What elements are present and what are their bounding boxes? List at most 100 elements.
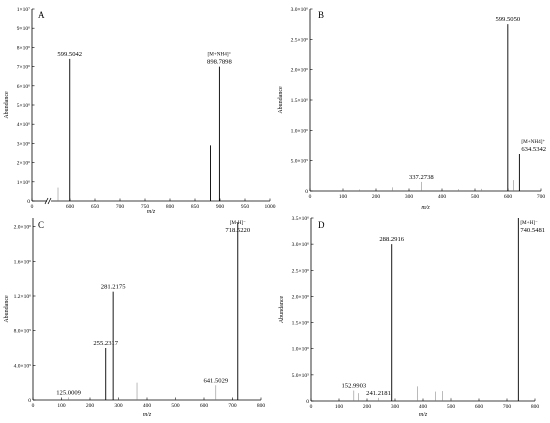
- y-tick-label: 1.5×10⁶: [291, 98, 308, 104]
- y-tick-label: 0: [306, 399, 309, 405]
- x-tick-label: 100: [339, 194, 348, 200]
- x-tick-label: 700: [116, 204, 125, 210]
- ion-label: [M+NH4]⁺: [207, 52, 231, 58]
- y-tick-label: 5.0×10⁵: [291, 159, 308, 165]
- panel-label: D: [318, 220, 325, 230]
- y-tick-label: 9×10⁶: [17, 26, 30, 32]
- y-tick-label: 5×10⁶: [17, 103, 30, 109]
- peak-label: 740.5481: [520, 227, 545, 234]
- axis-break-mark: [47, 197, 52, 205]
- x-tick-label: 0: [309, 194, 312, 200]
- y-tick-label: 6×10⁶: [17, 84, 30, 90]
- panel-label: C: [38, 220, 44, 230]
- x-tick-label: 500: [447, 404, 456, 410]
- peak-label: 255.2317: [93, 340, 118, 347]
- y-tick-label: 3.0×10⁶: [292, 242, 309, 248]
- y-tick-label: 0: [305, 189, 308, 195]
- y-tick-label: 2.0×10⁶: [292, 294, 309, 300]
- x-tick-label: 500: [471, 194, 480, 200]
- x-tick-label: 400: [419, 404, 428, 410]
- panel-b: 0 5.0×10⁵ 1.0×10⁶ 1.5×10⁶ 2.0×10⁶ 2.5×10⁶ 3.0×…: [278, 7, 546, 211]
- peak-label: 599.5050: [495, 16, 520, 23]
- panel-c: 0 4.0×10⁵ 8.0×10⁵ 1.2×10⁶ 1.6×10⁶ 2.0×10⁶ 0 100…: [4, 218, 265, 418]
- x-tick-label: 400: [143, 403, 152, 409]
- x-tick-label: 800: [166, 204, 175, 210]
- x-tick-label: 100: [57, 403, 66, 409]
- x-tick-label: 600: [475, 404, 484, 410]
- y-tick-label: 2.5×10⁶: [292, 268, 309, 274]
- x-tick-label: 500: [171, 403, 180, 409]
- y-axis-title: Abundance: [279, 296, 285, 324]
- x-tick-label: 600: [66, 204, 75, 210]
- y-tick-label: 1.2×10⁶: [14, 294, 31, 300]
- x-tick-label: 0: [310, 404, 313, 410]
- ion-label: [M-H]⁻: [230, 220, 247, 226]
- y-tick-label: 1.0×10⁶: [291, 128, 308, 134]
- y-tick-label: 7×10⁶: [17, 65, 30, 71]
- x-tick-label: 750: [141, 204, 150, 210]
- peak-label: 281.2175: [101, 284, 126, 291]
- y-tick-label: 1×10⁷: [17, 7, 30, 13]
- x-tick-label: 0: [31, 204, 34, 210]
- panel-label: B: [318, 10, 324, 20]
- x-tick-label: 200: [363, 404, 372, 410]
- x-axis-title: m/z: [147, 209, 156, 215]
- x-axis-title: m/z: [421, 205, 430, 211]
- y-tick-label: 3.0×10⁶: [291, 7, 308, 13]
- x-axis-title: m/z: [143, 412, 152, 418]
- x-tick-label: 100: [335, 404, 344, 410]
- x-tick-label: 800: [257, 403, 266, 409]
- x-tick-label: 200: [372, 194, 381, 200]
- y-tick-label: 4×10⁶: [17, 122, 30, 128]
- x-tick-label: 300: [114, 403, 123, 409]
- x-tick-label: 700: [537, 194, 546, 200]
- x-tick-label: 300: [405, 194, 414, 200]
- y-tick-label: 3.5×10⁶: [292, 216, 309, 222]
- x-tick-label: 900: [216, 204, 225, 210]
- peak-label: 337.2738: [409, 174, 434, 181]
- panel-d: 0 5.0×10⁵ 1.0×10⁶ 1.5×10⁶ 2.0×10⁶ 2.5×10⁶ 3.0×…: [279, 216, 545, 418]
- panel-label: A: [38, 10, 45, 20]
- y-tick-label: 1×10⁶: [17, 180, 30, 186]
- peak-label: 599.5042: [57, 51, 82, 58]
- y-tick-label: 2.5×10⁶: [291, 37, 308, 43]
- y-tick-label: 8×10⁶: [17, 45, 30, 51]
- y-axis-title: Abundance: [278, 86, 284, 114]
- x-tick-label: 200: [86, 403, 95, 409]
- x-axis-title: m/z: [419, 412, 428, 418]
- x-tick-label: 800: [531, 404, 540, 410]
- y-tick-label: 5.0×10⁵: [292, 373, 309, 379]
- x-tick-label: 300: [391, 404, 400, 410]
- y-tick-label: 4.0×10⁵: [14, 363, 31, 369]
- y-tick-label: 1.5×10⁶: [292, 321, 309, 327]
- y-tick-label: 8.0×10⁵: [14, 329, 31, 335]
- x-tick-label: 400: [438, 194, 447, 200]
- y-tick-label: 1.6×10⁶: [14, 259, 31, 265]
- y-tick-label: 0: [28, 398, 31, 404]
- peak-label: 241.2181: [366, 390, 391, 397]
- x-tick-label: 0: [32, 403, 35, 409]
- y-axis-title: Abundance: [4, 295, 10, 323]
- peak-label: 634.5342: [521, 146, 546, 153]
- y-tick-label: 2.0×10⁶: [291, 68, 308, 74]
- y-axis-title: Abundance: [4, 91, 10, 119]
- peak-label: 641.5029: [203, 377, 228, 384]
- x-tick-label: 700: [503, 404, 512, 410]
- y-tick-label: 2×10⁶: [17, 161, 30, 167]
- ion-label: [M+NH4]⁺: [521, 139, 545, 145]
- panel-a: 0 1×10⁶ 2×10⁶ 3×10⁶ 4×10⁶ 5×10⁶ 6×10⁶ 7×10⁶ 8×10…: [4, 7, 276, 215]
- y-tick-label: 3×10⁶: [17, 141, 30, 147]
- x-tick-label: 600: [504, 194, 513, 200]
- peak-label: 898.7898: [207, 59, 232, 66]
- x-tick-label: 850: [191, 204, 200, 210]
- peak-label: 125.0009: [56, 389, 81, 396]
- y-tick-label: 0: [27, 199, 30, 205]
- y-tick-label: 1.0×10⁶: [292, 347, 309, 353]
- x-tick-label: 950: [241, 204, 250, 210]
- x-tick-label: 650: [91, 204, 100, 210]
- x-tick-label: 600: [200, 403, 209, 409]
- peak-label: 152.9903: [341, 383, 366, 390]
- peak-label: 718.5220: [225, 227, 250, 234]
- x-tick-label: 700: [228, 403, 237, 409]
